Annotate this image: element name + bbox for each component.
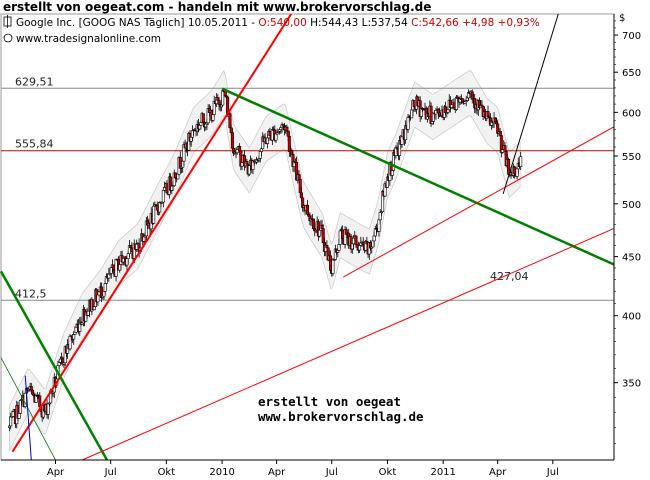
watermark-line: www.brokervorschlag.de — [258, 409, 424, 424]
y-tick-label: 450 — [622, 253, 641, 264]
y-tick-label: 400 — [622, 312, 641, 323]
y-tick-label: 700 — [622, 31, 641, 42]
watermark-line: erstellt von oegeat — [258, 394, 401, 409]
x-tick-label: Jul — [104, 467, 117, 478]
currency-symbol: $ — [619, 13, 625, 24]
trendline — [0, 357, 56, 461]
candle-body — [152, 205, 156, 224]
trendlines — [0, 13, 615, 461]
watermark: erstellt von oegeatwww.brokervorschlag.d… — [258, 394, 424, 424]
level-label: 427,04 — [490, 270, 529, 283]
x-tick-label: Okt — [379, 467, 397, 478]
candle-body — [245, 161, 249, 165]
candle-body — [173, 172, 177, 179]
info-segment: C:542,66 +4,98 +0,93% — [411, 17, 540, 29]
candle-body — [103, 283, 107, 292]
x-axis: Apr Jul Okt 2010 Apr Jul Okt 2011 Apr Jul — [1, 459, 614, 478]
x-tick-label: 2010 — [209, 467, 234, 478]
info-segment: Google Inc. [GOOG NAS Täglich] 10.05.201… — [16, 17, 258, 29]
trendline — [0, 270, 109, 461]
candle-body — [519, 156, 523, 167]
info-segment: L:537,54 — [362, 17, 408, 29]
copyright-icon — [3, 33, 13, 43]
candle-body — [199, 122, 203, 126]
y-tick-label: 350 — [622, 379, 641, 390]
x-tick-label: Okt — [158, 467, 176, 478]
x-tick-label: Apr — [268, 467, 286, 478]
level-label: 555,84 — [15, 138, 54, 151]
trendline — [502, 13, 559, 195]
y-tick-label: 500 — [622, 200, 641, 211]
candle-body — [305, 204, 309, 215]
candle-body — [17, 413, 21, 419]
candle-body — [161, 189, 165, 203]
level-label: 629,51 — [15, 75, 54, 88]
chart-info: Google Inc. [GOOG NAS Täglich] 10.05.201… — [3, 15, 540, 45]
y-tick-label: 650 — [622, 68, 641, 79]
y-tick-label: 600 — [622, 108, 641, 119]
horizontal-levels: 629,51 555,84 412,5 427,04 — [1, 75, 614, 301]
candle-body — [201, 113, 205, 123]
trendline — [81, 228, 615, 461]
candle-body — [221, 90, 225, 106]
level-label: 412,5 — [15, 287, 47, 300]
x-tick-label: 2011 — [430, 467, 455, 478]
candle-body — [331, 259, 335, 274]
candle-body — [72, 334, 76, 340]
page-title: erstellt von oegeat.com - handeln mit ww… — [3, 0, 432, 14]
blue-line — [24, 375, 32, 461]
candle-body — [9, 416, 13, 427]
info-segment: H:544,43 — [307, 17, 362, 29]
trendline — [221, 87, 615, 266]
trendline — [342, 126, 615, 278]
y-axis-background — [614, 14, 649, 460]
info-line: Google Inc. [GOOG NAS Täglich] 10.05.201… — [16, 17, 540, 29]
y-tick-label: 550 — [622, 152, 641, 163]
x-axis-background — [1, 460, 649, 479]
x-tick-label: Jul — [546, 467, 559, 478]
x-tick-label: Apr — [489, 467, 507, 478]
candle-body — [338, 230, 342, 245]
trendline — [11, 13, 292, 453]
y-axis: 350 400 450 500 550 600 650 700 $ — [613, 13, 641, 460]
x-tick-label: Jul — [325, 467, 338, 478]
candle-body — [268, 131, 272, 137]
candle-body — [412, 100, 416, 107]
candle-body — [444, 106, 448, 114]
candle-body — [230, 132, 234, 149]
candle-body — [38, 395, 42, 408]
info-segment: O:540,00 — [258, 17, 306, 29]
x-tick-label: Apr — [47, 467, 65, 478]
copyright-text: www.tradesignalonline.com — [16, 33, 161, 45]
